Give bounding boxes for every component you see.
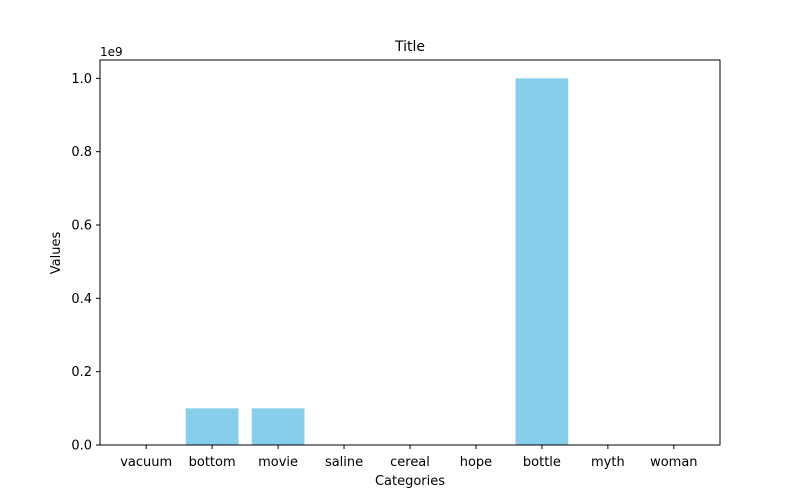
y-axis-offset-label: 1e9 [100, 45, 123, 59]
x-axis-ticks: vacuum bottom movie saline cereal hope bottle m… [120, 445, 698, 470]
y-axis-label: Values [49, 232, 64, 275]
y-tick-label: 1.0 [71, 72, 92, 87]
x-tick-label: woman [650, 455, 697, 470]
bars-group [185, 78, 569, 445]
y-axis-ticks: 0.0 0.2 0.4 0.6 0.8 1.0 [71, 72, 100, 454]
y-tick-label: 0.2 [71, 365, 92, 380]
bar-bottle [515, 78, 569, 445]
y-tick-label: 0.8 [71, 145, 92, 160]
x-tick-label: vacuum [120, 455, 172, 470]
bar-bottom [185, 408, 239, 445]
y-tick-label: 0.6 [71, 219, 92, 234]
x-tick-label: myth [591, 455, 625, 470]
x-tick-label: bottle [523, 455, 561, 470]
x-tick-label: cereal [390, 455, 430, 470]
x-tick-label: hope [460, 455, 492, 470]
x-tick-label: saline [325, 455, 363, 470]
x-tick-label: movie [258, 455, 298, 470]
x-axis-label: Categories [375, 474, 445, 489]
y-tick-label: 0.0 [71, 439, 92, 454]
x-tick-label: bottom [189, 455, 236, 470]
plot-area-frame [99, 59, 721, 446]
bar-movie [251, 408, 305, 445]
chart-title: Title [394, 39, 425, 55]
y-tick-label: 0.4 [71, 292, 92, 307]
